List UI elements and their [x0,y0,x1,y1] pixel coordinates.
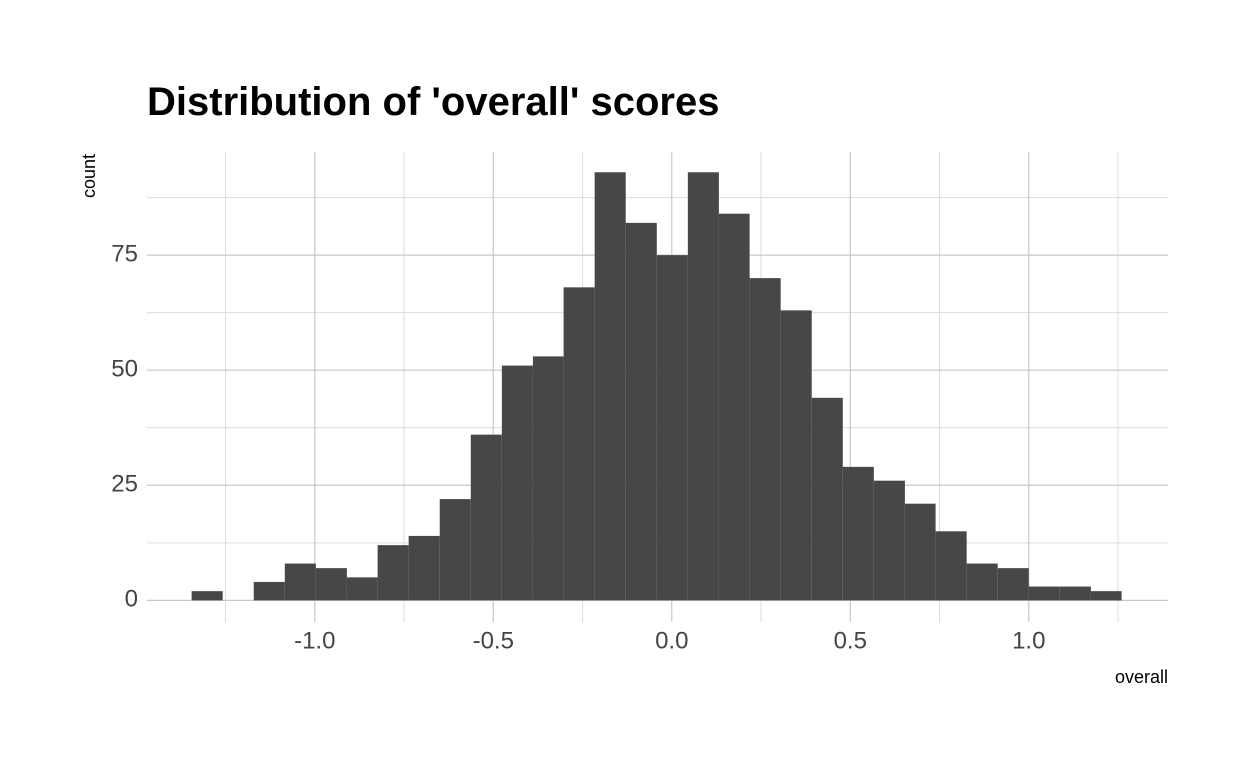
bar [377,545,409,601]
bar [718,213,750,601]
bar [780,310,812,601]
bar [873,480,905,601]
x-axis-title: overall [1115,667,1168,687]
y-tick-label: 50 [111,356,138,383]
bar [1028,586,1060,601]
y-tick-label: 25 [111,471,138,498]
y-tick-label: 75 [111,240,138,267]
bar [1090,591,1122,601]
x-tick-label: -0.5 [473,627,514,654]
bar [966,563,998,601]
bar [1059,586,1091,601]
bar [346,577,378,601]
bar [687,172,719,601]
bar [749,278,781,601]
bar [501,365,533,601]
bar [439,499,471,601]
y-axis-title: count [79,154,99,198]
bar [842,466,874,601]
bar [408,535,440,601]
bar [315,568,347,601]
bar [656,255,688,601]
x-tick-label: 0.5 [834,627,867,654]
bar [284,563,316,601]
bar [935,531,967,601]
chart-title: Distribution of 'overall' scores [147,80,719,124]
x-tick-label: -1.0 [294,627,335,654]
bar [470,434,502,601]
bar [904,503,936,601]
bar [594,172,626,601]
x-tick-label: 1.0 [1012,627,1045,654]
bar [191,591,223,601]
x-tick-label: 0.0 [655,627,688,654]
ticks: 0 25 50 75 -1.0 -0.5 0.0 0.5 1.0 [111,240,1045,654]
bar [532,356,564,601]
bar [625,222,657,601]
bar [811,397,843,601]
bar [997,568,1029,601]
bar [253,581,285,601]
bar [563,287,595,601]
y-tick-label: 0 [125,586,138,613]
bars [191,172,1122,601]
